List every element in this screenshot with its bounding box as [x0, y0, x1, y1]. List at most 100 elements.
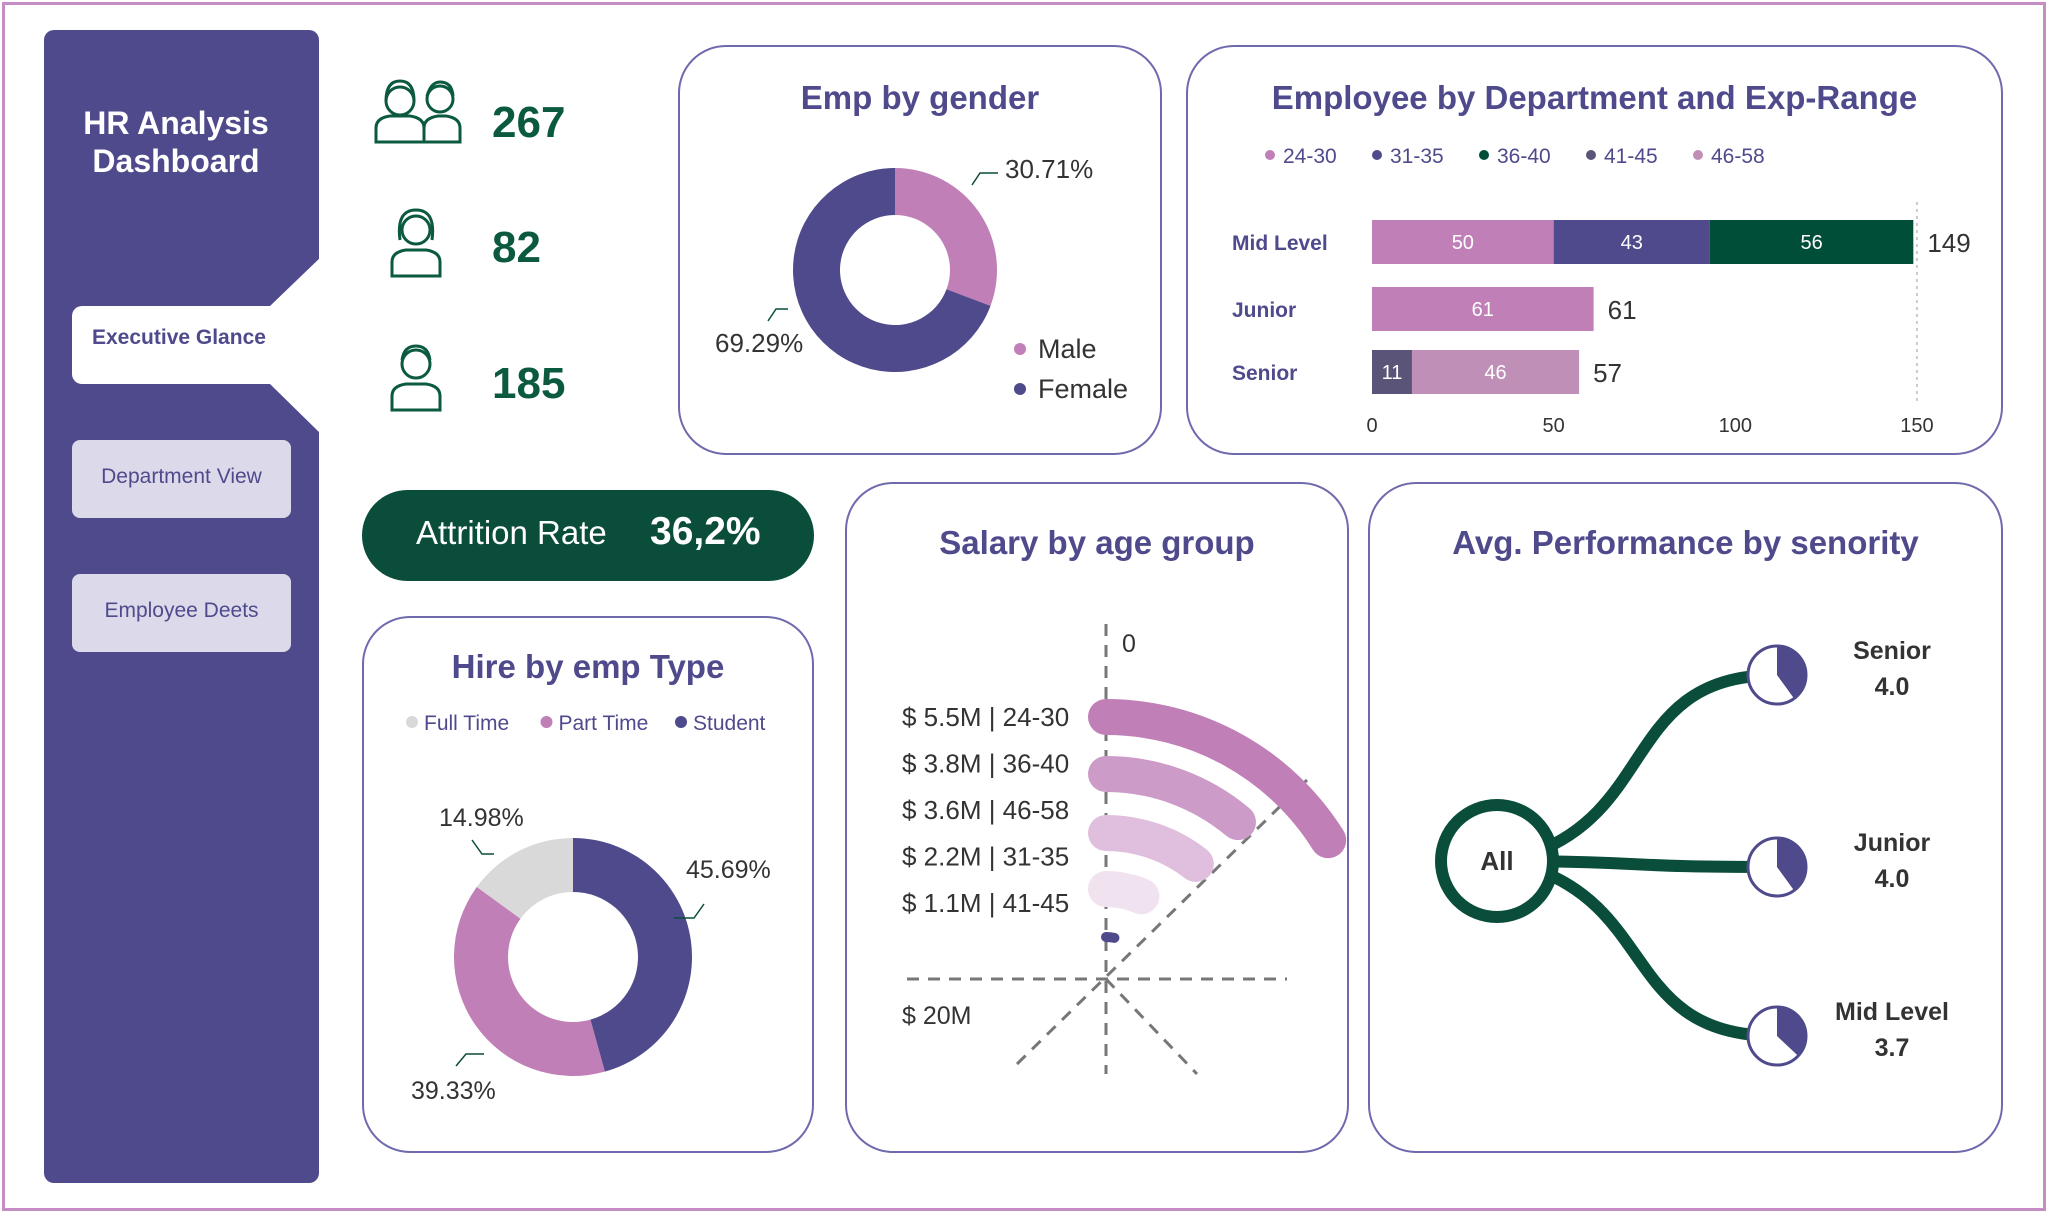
- legend-full-time: Full Time: [424, 712, 509, 735]
- donut-slice-male: [895, 168, 997, 306]
- attrition-label: Attrition Rate: [416, 514, 607, 551]
- x-tick: 100: [1719, 415, 1752, 437]
- department-bar-chart: 24-30 31-35 36-40 41-45 46-58 Mid Level 50 43 56…: [1232, 145, 1971, 437]
- donut-slice-full-time: [476, 838, 573, 919]
- bar-segment: [1372, 350, 1412, 394]
- bar-value: 61: [1472, 299, 1494, 321]
- attrition-value: 36,2%: [650, 510, 761, 553]
- legend-31-35: 31-35: [1390, 145, 1444, 168]
- bar-value: 46: [1484, 362, 1506, 384]
- radial-bar-label: $ 3.8M | 36-40: [902, 749, 1069, 779]
- performance-pie-fill: [1777, 838, 1806, 891]
- radial-bar: [1088, 871, 1160, 915]
- legend-41-45: 41-45: [1604, 145, 1658, 168]
- bar-value: 56: [1800, 232, 1822, 254]
- kpi-female-count: 82: [492, 223, 541, 272]
- leader-line: [455, 1053, 484, 1067]
- category-label: Senior: [1232, 362, 1297, 385]
- legend-46-58: 46-58: [1711, 145, 1765, 168]
- leader-line: [674, 903, 705, 919]
- kpi-male-count: 185: [492, 359, 566, 408]
- bar-total: 57: [1593, 358, 1622, 388]
- bar-total: 149: [1927, 228, 1970, 258]
- department-title: Employee by Department and Exp-Range: [1271, 79, 1918, 116]
- leader-line: [471, 839, 494, 855]
- radial-bar: [1088, 756, 1256, 841]
- x-tick: 50: [1543, 415, 1565, 437]
- kpi-total-employees: 267: [492, 98, 566, 147]
- donut-slice-student: [573, 838, 692, 1072]
- dashboard-title: HR Analysis Dashboard: [83, 105, 269, 179]
- gender-title: Emp by gender: [800, 79, 1040, 116]
- hire-card: Hire by emp Type Full Time Part Time Stude…: [362, 616, 814, 1153]
- gender-label-male: 30.71%: [1005, 154, 1093, 184]
- node-value: 4.0: [1875, 673, 1910, 701]
- label-student: 45.69%: [686, 856, 771, 884]
- salary-title: Salary by age group: [939, 524, 1255, 561]
- performance-pie-fill: [1777, 1007, 1806, 1056]
- legend-dot: [1586, 150, 1596, 160]
- legend-student: Student: [693, 712, 766, 735]
- legend-dot-male: [1014, 343, 1026, 355]
- legend-36-40: 36-40: [1497, 145, 1551, 168]
- female-user-icon: [390, 208, 442, 278]
- tree-branch: [1534, 864, 1778, 1042]
- legend-dot: [1265, 150, 1275, 160]
- leader-line: [971, 172, 998, 186]
- root-node: [1435, 799, 1559, 923]
- salary-radial-chart: 0 $ 20M $ 5.5M | 24-30 $ 3.8M | 36-40 $ 3.6M…: [902, 624, 1347, 1076]
- legend-dot-female: [1014, 383, 1026, 395]
- radial-bar: [1088, 699, 1347, 859]
- legend-dot: [406, 716, 418, 728]
- legend-dot: [1372, 150, 1382, 160]
- radial-bar-label: $ 3.6M | 46-58: [902, 795, 1069, 825]
- root-label: All: [1480, 846, 1513, 876]
- performance-pie-fill: [1777, 646, 1806, 699]
- legend-part-time: Part Time: [559, 712, 649, 735]
- active-tab-notch: [270, 256, 322, 435]
- x-tick: 150: [1900, 415, 1933, 437]
- radial-bar-label: $ 5.5M | 24-30: [902, 702, 1069, 732]
- node-name: Senior: [1853, 637, 1931, 665]
- people-group-icon: [374, 79, 462, 144]
- legend-male: Male: [1038, 334, 1097, 364]
- axis-line: [1104, 977, 1199, 1076]
- gender-card: Emp by gender 30.71% 69.29% Male Female: [678, 45, 1162, 455]
- radial-bar: [1088, 815, 1214, 882]
- legend-dot: [1479, 150, 1489, 160]
- radial-bar-label: $ 2.2M | 31-35: [902, 842, 1069, 872]
- attrition-rate-pill: Attrition Rate 36,2%: [362, 490, 814, 581]
- department-card: Employee by Department and Exp-Range 24-…: [1186, 45, 2003, 455]
- bar-segment: [1411, 350, 1580, 394]
- bar-value: 43: [1621, 232, 1643, 254]
- gender-label-female: 69.29%: [715, 328, 803, 358]
- performance-tree: Senior 4.0 Junior 4.0 Mid Level 3.7 All: [1435, 637, 1949, 1067]
- axis-label-zero: 0: [1122, 630, 1136, 658]
- bar-segment: [1372, 220, 1554, 264]
- bar-segment: [1709, 220, 1914, 264]
- node-name: Junior: [1854, 829, 1931, 857]
- bar-segment: [1372, 287, 1594, 331]
- nav-employee-deets[interactable]: Employee Deets: [72, 574, 291, 652]
- tree-branch: [1534, 669, 1778, 858]
- category-label: Mid Level: [1232, 232, 1328, 255]
- hire-donut: Full Time Part Time Student 45.69% 39.33% 14.…: [406, 712, 771, 1105]
- leader-line: [767, 308, 788, 322]
- label-full-time: 14.98%: [439, 804, 524, 832]
- category-label: Junior: [1232, 299, 1296, 322]
- male-user-icon: [390, 344, 442, 412]
- legend-24-30: 24-30: [1283, 145, 1337, 168]
- gender-donut: 30.71% 69.29% Male Female: [715, 154, 1128, 404]
- nav-department-view[interactable]: Department View: [72, 440, 291, 518]
- legend-female: Female: [1038, 374, 1128, 404]
- radial-bar: [1101, 932, 1120, 943]
- axis-line: [1015, 778, 1309, 1066]
- label-part-time: 39.33%: [411, 1077, 496, 1105]
- performance-title: Avg. Performance by senority: [1452, 524, 1919, 561]
- axis-label-max: $ 20M: [902, 1002, 971, 1030]
- nav-executive-glance[interactable]: Executive Glance: [72, 306, 322, 384]
- bar-total: 61: [1608, 295, 1637, 325]
- x-tick: 0: [1366, 415, 1377, 437]
- performance-card: Avg. Performance by senority Senior 4.0 Ju…: [1368, 482, 2003, 1153]
